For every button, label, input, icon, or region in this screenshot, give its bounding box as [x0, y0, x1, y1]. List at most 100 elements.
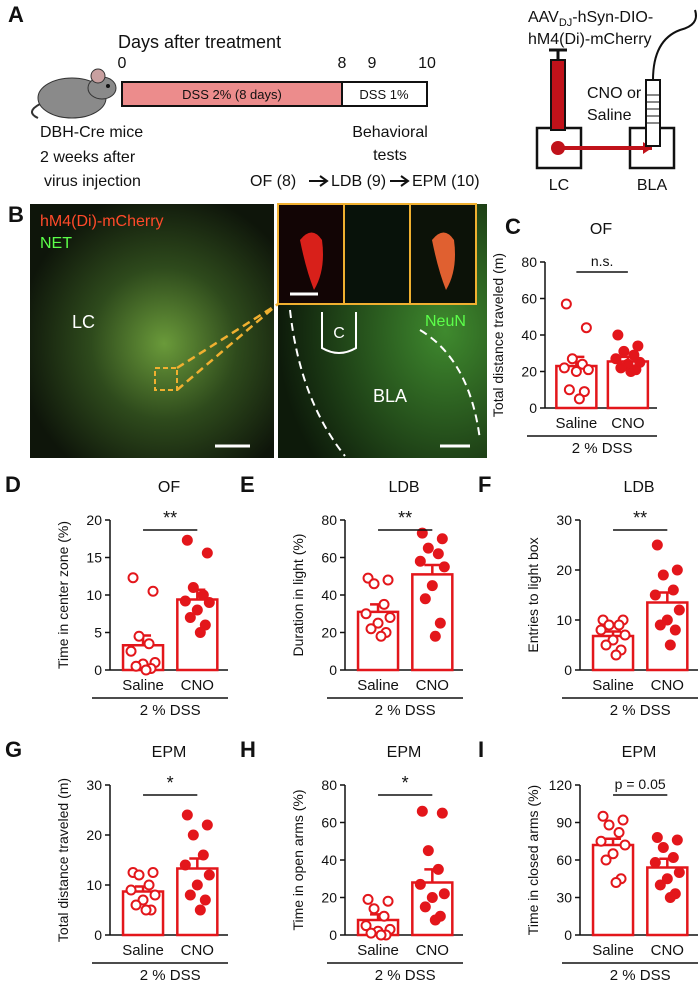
- data-point: [434, 617, 446, 629]
- data-point: [191, 604, 203, 616]
- y-tick-label: 20: [321, 890, 337, 906]
- y-tick-label: 0: [94, 927, 102, 943]
- panel-label: F: [478, 472, 491, 497]
- data-point: [184, 612, 196, 623]
- phase-label: DSS 2% (8 days): [182, 87, 282, 102]
- data-point: [429, 914, 441, 926]
- data-point: [203, 869, 215, 881]
- data-point: [580, 322, 592, 334]
- data-point: [436, 533, 448, 545]
- data-point: [600, 854, 612, 866]
- data-point: [619, 839, 631, 851]
- panel-label: I: [478, 737, 484, 762]
- x-tick-label: CNO: [181, 942, 214, 959]
- data-point: [657, 842, 669, 853]
- group-label: 2 % DSS: [140, 967, 201, 981]
- timeline-title: Days after treatment: [118, 32, 281, 52]
- inset: [343, 203, 411, 305]
- x-tick-label: Saline: [592, 677, 634, 694]
- y-tick-label: 10: [86, 877, 102, 893]
- y-tick-label: 120: [549, 777, 573, 793]
- panel-label: A: [8, 2, 24, 27]
- data-point: [181, 534, 193, 546]
- y-tick-label: 10: [556, 612, 572, 628]
- data-point: [426, 580, 438, 592]
- data-point: [378, 910, 390, 922]
- data-point: [414, 878, 426, 890]
- data-point: [194, 627, 206, 638]
- data-point: [673, 604, 685, 616]
- x-tick-label: CNO: [416, 677, 449, 694]
- phase-bar: [341, 81, 428, 107]
- stain-label: NeuN: [425, 313, 466, 330]
- y-tick-label: 0: [529, 400, 537, 416]
- data-point: [360, 920, 372, 932]
- data-point: [414, 555, 426, 567]
- mouse-text: DBH-Cre mice: [40, 124, 143, 141]
- boundary: [289, 309, 481, 457]
- chart-title: EPM: [622, 744, 657, 761]
- neuron: [300, 232, 323, 290]
- test-label: LDB (9): [331, 173, 386, 190]
- data-point: [558, 362, 570, 374]
- data-point: [422, 845, 434, 857]
- arrow: [390, 175, 410, 187]
- data-point: [372, 617, 384, 629]
- data-point: [365, 623, 377, 635]
- test-label: EPM (10): [412, 173, 480, 190]
- region-label: LC: [72, 312, 95, 332]
- y-tick-label: 0: [94, 662, 102, 678]
- test-label: OF (8): [250, 173, 296, 190]
- data-point: [375, 929, 387, 941]
- data-point: [673, 867, 685, 878]
- data-point: [140, 664, 152, 676]
- significance-label: **: [398, 508, 412, 528]
- chart-title: OF: [158, 479, 180, 496]
- y-tick-label: 60: [321, 550, 337, 566]
- data-point: [654, 879, 666, 891]
- y-tick-label: 80: [321, 512, 337, 528]
- y-axis-label: Time in center zone (%): [55, 521, 71, 669]
- y-tick-label: 60: [321, 815, 337, 831]
- y-tick-label: 0: [564, 662, 572, 678]
- x-tick-label: Saline: [122, 942, 164, 959]
- data-point: [664, 639, 676, 651]
- data-point: [133, 869, 145, 881]
- data-point: [628, 349, 640, 361]
- virus-suffix: -hSyn-DIO-: [572, 9, 653, 26]
- data-point: [199, 619, 211, 631]
- significance-label: n.s.: [591, 253, 614, 269]
- data-point: [654, 619, 666, 631]
- panel-label: B: [8, 202, 24, 227]
- data-point: [669, 624, 681, 636]
- data-point: [661, 873, 673, 885]
- data-point: [360, 608, 372, 620]
- phase-label: DSS 1%: [359, 87, 409, 102]
- group-label: 2 % DSS: [572, 440, 633, 457]
- data-point: [573, 393, 585, 405]
- y-tick-label: 20: [86, 827, 102, 843]
- data-point: [416, 527, 428, 539]
- y-axis-label: Time in open arms (%): [290, 789, 306, 930]
- y-tick-label: 5: [94, 625, 102, 641]
- data-point: [649, 589, 661, 601]
- x-tick-label: CNO: [181, 677, 214, 694]
- data-point: [615, 362, 627, 374]
- data-point: [671, 834, 683, 846]
- data-point: [603, 819, 615, 831]
- stain-label: NET: [40, 235, 72, 252]
- panel-label: E: [240, 472, 255, 497]
- x-tick-label: Saline: [122, 677, 164, 694]
- data-point: [610, 353, 622, 365]
- data-point: [127, 572, 139, 584]
- y-axis-label: Time in closed arms (%): [525, 785, 541, 935]
- data-point: [595, 624, 607, 636]
- x-tick-label: CNO: [416, 942, 449, 959]
- data-point: [375, 630, 387, 642]
- y-axis-label: Total distance traveled (m): [55, 778, 71, 942]
- data-point: [625, 366, 637, 377]
- data-point: [147, 867, 159, 878]
- zoom-box: [154, 367, 178, 391]
- panel-label: D: [5, 472, 21, 497]
